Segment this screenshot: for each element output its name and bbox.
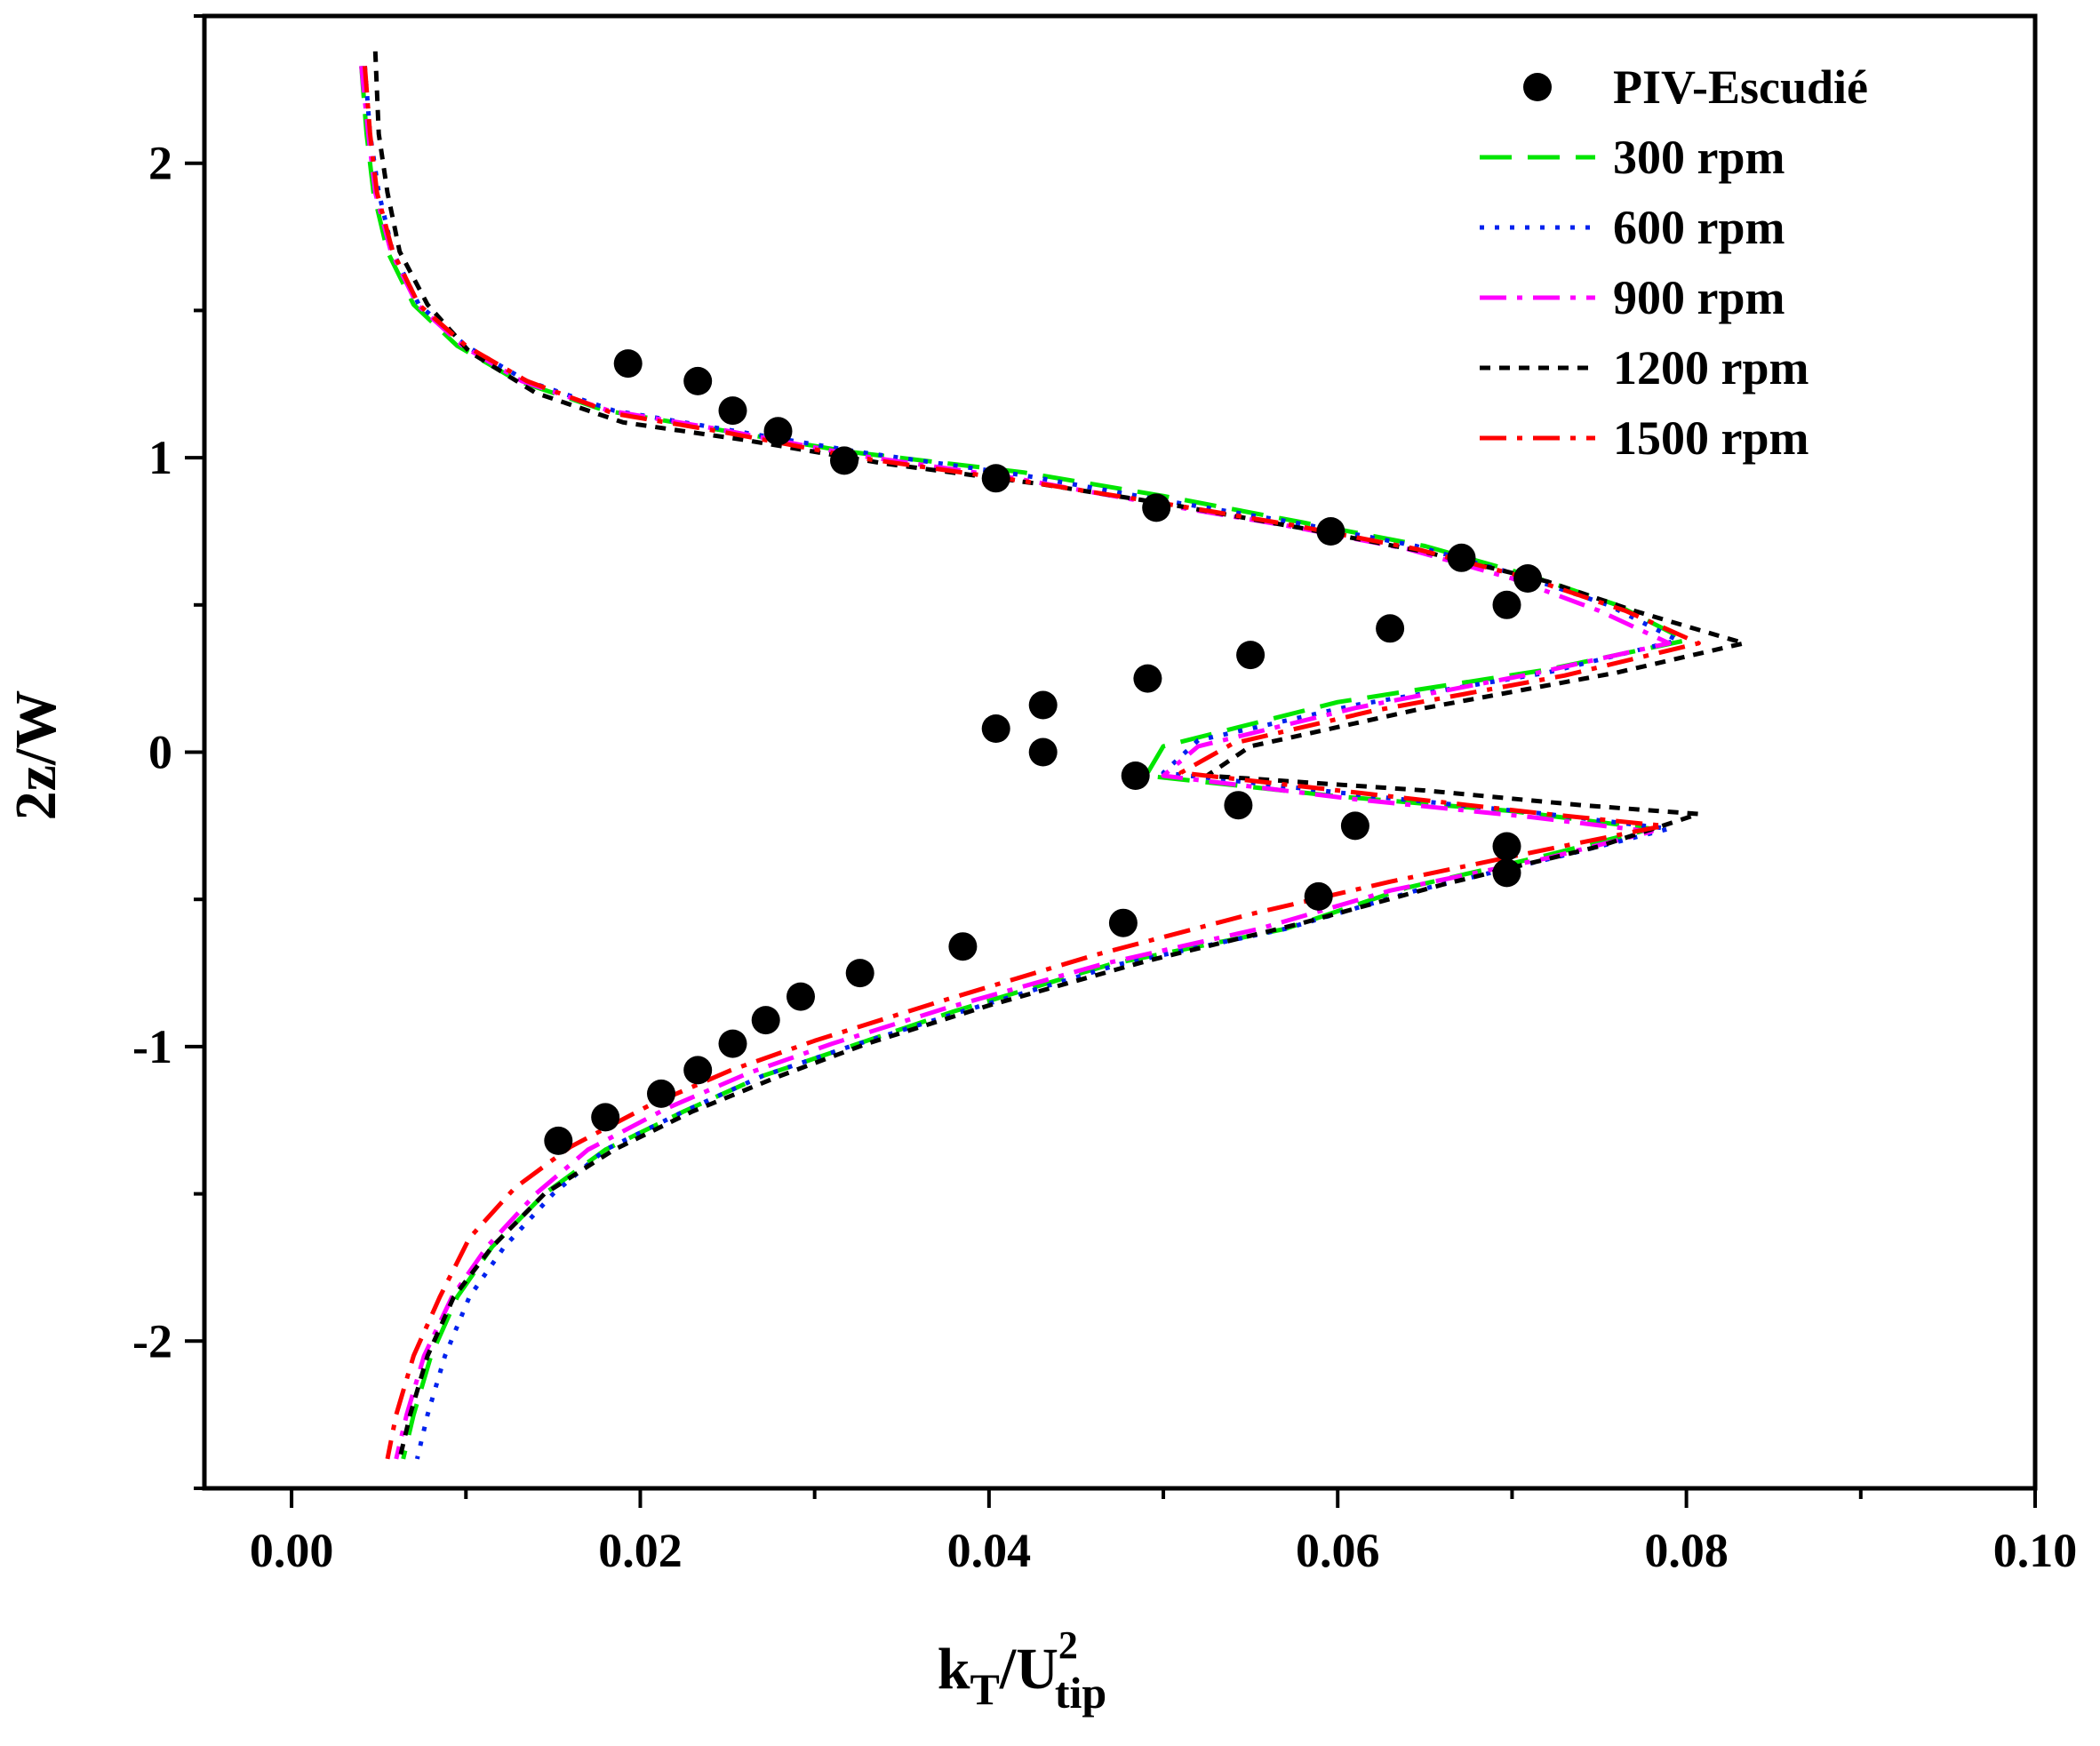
series-line-600-rpm (363, 66, 1681, 1460)
series-line-900-rpm (359, 66, 1672, 1460)
x-title-mid: /U (999, 1637, 1058, 1702)
plot-content (359, 51, 1746, 1460)
series-line-1200-rpm (372, 51, 1746, 1460)
x-tick-label: 0.10 (1993, 1524, 2078, 1577)
x-tick-label: 0.08 (1644, 1524, 1729, 1577)
x-title-sup: 2 (1058, 1623, 1078, 1667)
piv-data-point (1447, 543, 1476, 572)
piv-data-point (1028, 690, 1058, 720)
piv-data-point (1108, 908, 1138, 937)
piv-data-point (981, 714, 1010, 743)
y-tick-label: -1 (132, 1020, 172, 1073)
y-tick-label: 1 (148, 431, 172, 484)
piv-data-point (1236, 641, 1266, 670)
piv-data-point (544, 1126, 573, 1155)
piv-data-point (683, 1056, 713, 1085)
piv-data-point (845, 959, 874, 988)
y-tick-label: 0 (148, 726, 172, 779)
piv-data-point (647, 1079, 675, 1108)
piv-data-point (1492, 858, 1521, 888)
x-title-main: k (938, 1637, 970, 1702)
piv-data-point (751, 1006, 780, 1035)
axis-ticks: 0.00 0.02 0.04 0.06 0.08 0.10 -2 -1 0 1 2 (132, 14, 2078, 1577)
legend-label-piv-escudi-: PIV-Escudié (1613, 60, 1868, 114)
piv-data-point (1513, 564, 1543, 593)
legend: PIV-Escudié 300 rpm 600 rpm 900 rpm 1200 rpm… (1480, 60, 1868, 465)
piv-data-point (948, 932, 978, 961)
legend-marker-piv-escudi- (1523, 73, 1552, 101)
y-tick-label: -2 (132, 1314, 172, 1367)
piv-data-point (591, 1103, 620, 1132)
legend-label-300-rpm: 300 rpm (1613, 131, 1785, 184)
piv-data-point (830, 446, 858, 475)
legend-label-1200-rpm: 1200 rpm (1613, 341, 1809, 395)
x-tick-label: 0.00 (250, 1524, 334, 1577)
piv-data-point (981, 464, 1010, 493)
piv-data-point (787, 982, 815, 1011)
piv-data-point (718, 1029, 747, 1058)
x-tick-label: 0.02 (598, 1524, 683, 1577)
series-line-1500-rpm (363, 66, 1701, 1460)
piv-data-point (1376, 614, 1405, 643)
piv-data-point (1121, 761, 1150, 790)
legend-label-900-rpm: 900 rpm (1613, 271, 1785, 324)
piv-data-point (763, 417, 793, 446)
piv-data-point (613, 349, 643, 379)
x-tick-label: 0.06 (1296, 1524, 1380, 1577)
piv-data-point (718, 396, 747, 426)
series-line-300-rpm (359, 66, 1689, 1460)
piv-data-point (1492, 832, 1521, 861)
y-axis-title: 2z/W (4, 690, 68, 821)
piv-data-point (1316, 517, 1345, 546)
piv-data-point (683, 366, 713, 395)
piv-data-point (1492, 590, 1521, 619)
piv-data-point (1224, 791, 1253, 820)
piv-data-point (1340, 811, 1369, 841)
piv-data-point (1133, 664, 1162, 693)
x-title-sub-t: T (970, 1664, 1000, 1714)
legend-label-1500-rpm: 1500 rpm (1613, 411, 1809, 465)
x-tick-label: 0.04 (947, 1524, 1032, 1577)
piv-data-point (1028, 737, 1058, 767)
x-title-sub-tip: tip (1055, 1668, 1106, 1718)
x-axis-title: kT/U2 tip (938, 1623, 1106, 1718)
legend-label-600-rpm: 600 rpm (1613, 201, 1785, 254)
y-tick-label: 2 (148, 137, 172, 190)
piv-data-point (1304, 881, 1333, 911)
piv-data-point (1142, 493, 1171, 522)
